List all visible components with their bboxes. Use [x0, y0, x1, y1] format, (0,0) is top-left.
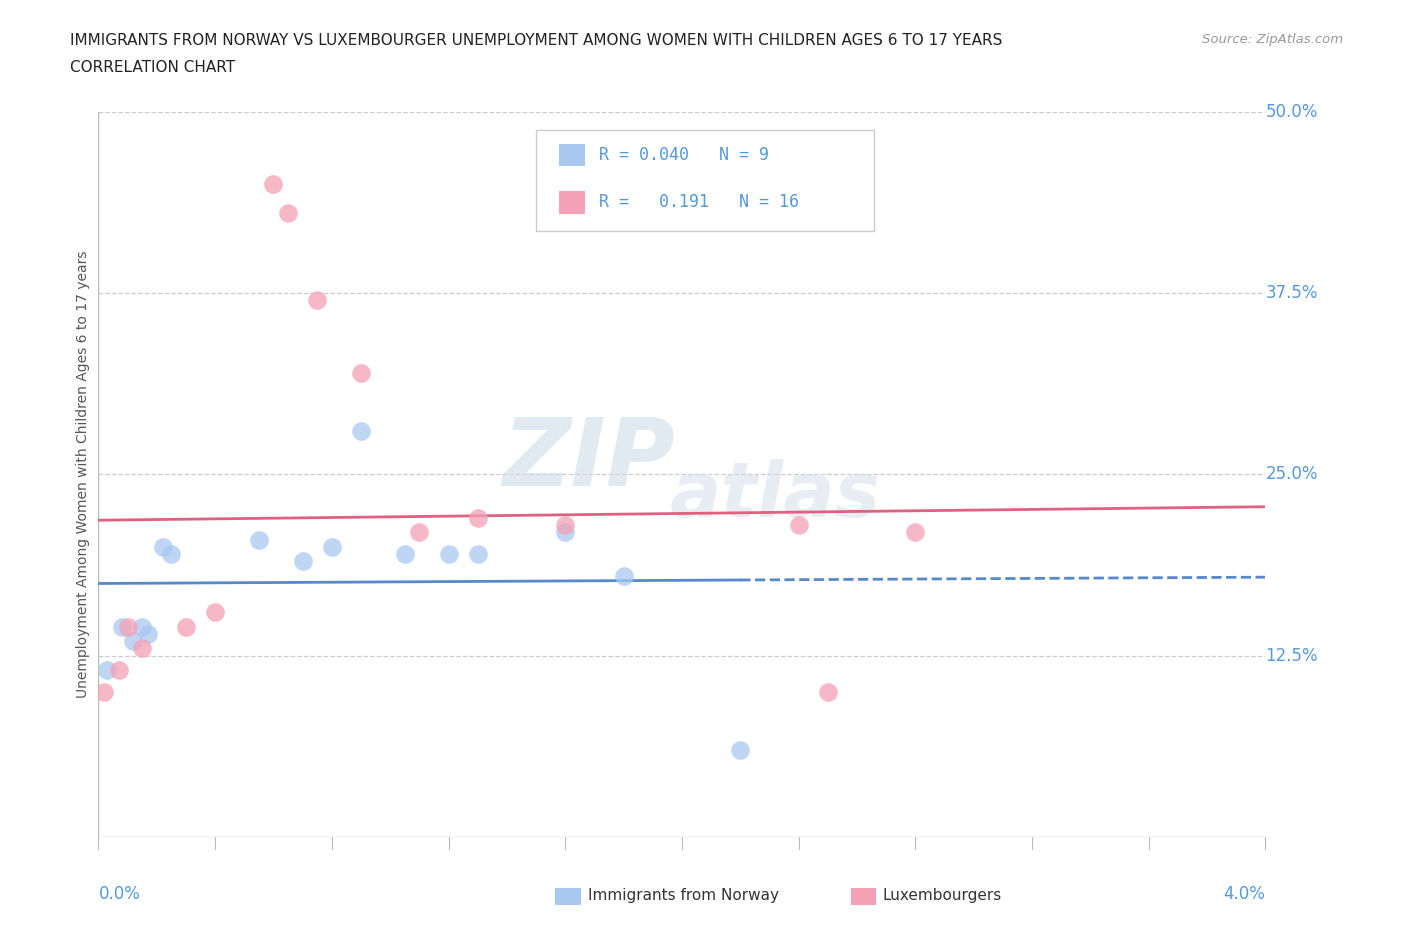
Point [817, 684, 839, 699]
Text: 50.0%: 50.0% [1265, 102, 1317, 121]
Point [612, 568, 634, 583]
Text: atlas: atlas [669, 459, 880, 533]
Text: Immigrants from Norway: Immigrants from Norway [588, 888, 779, 903]
Point [394, 547, 416, 562]
Point [730, 742, 752, 757]
FancyBboxPatch shape [536, 130, 875, 232]
Point [350, 365, 373, 380]
Text: ZIP: ZIP [502, 414, 675, 506]
Text: 0.0%: 0.0% [98, 884, 141, 903]
Point [131, 641, 153, 656]
Point [111, 619, 134, 634]
Point [204, 604, 226, 619]
Point [321, 539, 343, 554]
Point [152, 539, 174, 554]
Point [291, 554, 314, 569]
Text: Source: ZipAtlas.com: Source: ZipAtlas.com [1202, 33, 1343, 46]
Point [554, 518, 576, 533]
Y-axis label: Unemployment Among Women with Children Ages 6 to 17 years: Unemployment Among Women with Children A… [76, 250, 90, 698]
Text: IMMIGRANTS FROM NORWAY VS LUXEMBOURGER UNEMPLOYMENT AMONG WOMEN WITH CHILDREN AG: IMMIGRANTS FROM NORWAY VS LUXEMBOURGER U… [70, 33, 1002, 47]
Text: Luxembourgers: Luxembourgers [883, 888, 1002, 903]
Point [96, 663, 118, 678]
Point [904, 525, 927, 539]
Point [277, 206, 299, 220]
Point [437, 547, 460, 562]
Text: 4.0%: 4.0% [1223, 884, 1265, 903]
Point [131, 619, 153, 634]
Point [262, 177, 284, 192]
Point [122, 633, 145, 648]
Point [467, 547, 489, 562]
Bar [560, 192, 585, 214]
Point [247, 532, 270, 547]
Point [174, 619, 197, 634]
Text: 25.0%: 25.0% [1265, 465, 1317, 484]
Point [350, 423, 373, 438]
Point [117, 619, 139, 634]
Point [160, 547, 183, 562]
Point [554, 525, 576, 539]
Point [467, 511, 489, 525]
Text: CORRELATION CHART: CORRELATION CHART [70, 60, 235, 75]
Text: R = 0.040   N = 9: R = 0.040 N = 9 [599, 146, 769, 165]
Bar [560, 144, 585, 166]
Point [408, 525, 430, 539]
Point [787, 518, 810, 533]
Point [93, 684, 115, 699]
Point [307, 293, 329, 308]
Text: 37.5%: 37.5% [1265, 284, 1317, 302]
Point [108, 663, 131, 678]
Text: 12.5%: 12.5% [1265, 646, 1317, 665]
Point [136, 627, 159, 642]
Text: R =   0.191   N = 16: R = 0.191 N = 16 [599, 193, 799, 211]
